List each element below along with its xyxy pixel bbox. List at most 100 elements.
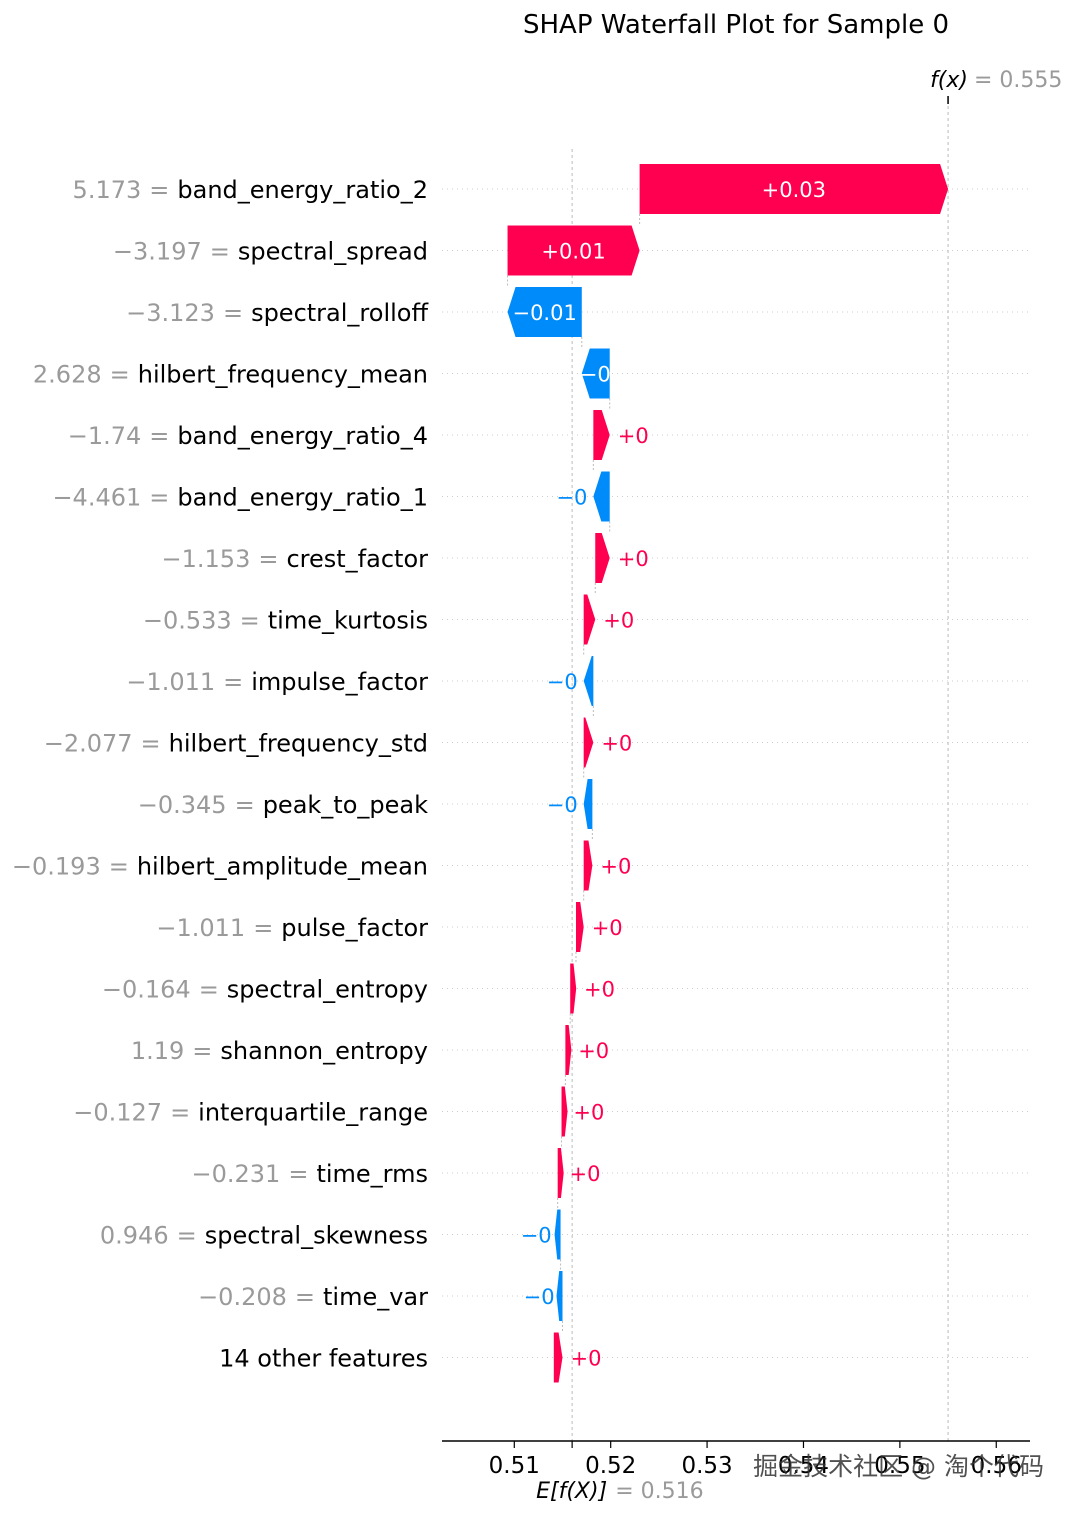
- feature-value: −1.74: [68, 422, 142, 450]
- feature-name: spectral_entropy: [227, 976, 428, 1004]
- reference-lines: f(x) = 0.555: [571, 68, 1062, 1441]
- feature-name: time_rms: [316, 1160, 428, 1188]
- feature-name: spectral_skewness: [205, 1222, 428, 1250]
- bar-label-10: −0: [547, 793, 578, 817]
- chart-title: SHAP Waterfall Plot for Sample 0: [523, 10, 949, 40]
- bar-1: [507, 225, 640, 276]
- bar-label-15: +0: [573, 1101, 604, 1125]
- feature-value: −0.208: [198, 1283, 287, 1311]
- feature-label-18: −0.208 = time_var: [198, 1283, 428, 1311]
- feature-label-1: −3.197 = spectral_spread: [113, 238, 428, 266]
- bar-12: [575, 902, 584, 952]
- feature-name: band_energy_ratio_2: [177, 176, 428, 204]
- bar-label-16: +0: [570, 1162, 601, 1186]
- feature-value: −0.127: [73, 1099, 162, 1127]
- feature-value: −2.077: [44, 730, 133, 758]
- feature-value: −0.193: [12, 853, 101, 881]
- feature-label-15: −0.127 = interquartile_range: [73, 1099, 428, 1127]
- x-tick-label: 0.56: [971, 1453, 1022, 1479]
- feature-name: interquartile_range: [198, 1099, 428, 1127]
- x-axis: 0.51 0.52 0.53 0.54 0.55 0.56 E[f(X)] = 0.516: [442, 1440, 1030, 1504]
- feature-eq: =: [141, 730, 161, 758]
- feature-label-8: −1.011 = impulse_factor: [126, 668, 428, 696]
- feature-eq: =: [288, 1160, 308, 1188]
- feature-eq: =: [223, 299, 243, 327]
- bar-label-14: +0: [578, 1039, 609, 1063]
- bar-6: [595, 533, 610, 583]
- feature-label-11: −0.193 = hilbert_amplitude_mean: [12, 853, 428, 881]
- bar-label-7: +0: [603, 609, 634, 633]
- feature-label-9: −2.077 = hilbert_frequency_std: [44, 730, 428, 758]
- feature-labels: 5.173 = band_energy_ratio_2−3.197 = spectral…: [12, 176, 429, 1373]
- watermark: 掘金技术社区 @ 淘个代码: [753, 1452, 1044, 1481]
- feature-name: time_kurtosis: [268, 607, 428, 635]
- feature-eq: =: [149, 422, 169, 450]
- feature-name: spectral_spread: [238, 238, 428, 266]
- base-value: = 0.516: [615, 1479, 703, 1504]
- bar-13: [570, 963, 577, 1014]
- feature-label-17: 0.946 = spectral_skewness: [100, 1222, 428, 1250]
- bar-11: [583, 840, 593, 891]
- bar-19: [553, 1332, 563, 1383]
- feature-label-4: −1.74 = band_energy_ratio_4: [68, 422, 428, 450]
- feature-value: −1.011: [156, 914, 245, 942]
- feature-label-16: −0.231 = time_rms: [192, 1160, 429, 1188]
- bar-label-4: +0: [618, 424, 649, 448]
- feature-eq: =: [223, 668, 243, 696]
- feature-name: impulse_factor: [251, 668, 428, 696]
- feature-eq: =: [240, 607, 260, 635]
- feature-value: −0.345: [138, 791, 227, 819]
- feature-eq: =: [199, 976, 219, 1004]
- fx-value: = 0.555: [974, 68, 1062, 93]
- grid-layer: [442, 188, 1030, 1358]
- feature-value: 0.946: [100, 1222, 169, 1250]
- bar-4: [593, 410, 610, 460]
- feature-label-12: −1.011 = pulse_factor: [156, 914, 428, 942]
- feature-eq: =: [295, 1283, 315, 1311]
- base-label: E[f(X)] = 0.516: [536, 1479, 703, 1504]
- feature-name: peak_to_peak: [263, 791, 428, 819]
- bar-0: [639, 164, 949, 214]
- bar-label-6: +0: [618, 547, 649, 571]
- feature-eq: =: [258, 545, 278, 573]
- bar-label-2: −0.01: [512, 301, 576, 325]
- bar-10: [583, 779, 593, 829]
- feature-value: −3.123: [126, 299, 215, 327]
- x-tick-label: 0.53: [681, 1453, 732, 1479]
- bar-3: [581, 348, 610, 399]
- feature-name: pulse_factor: [281, 914, 428, 942]
- feature-value: −0.231: [192, 1160, 281, 1188]
- bar-8: [583, 656, 594, 706]
- bar-label-11: +0: [600, 855, 631, 879]
- feature-label-13: −0.164 = spectral_entropy: [102, 976, 428, 1004]
- feature-value: −0.164: [102, 976, 191, 1004]
- x-tick-label: 0.54: [778, 1453, 829, 1479]
- bar-5: [593, 471, 610, 522]
- feature-value: −1.153: [162, 545, 251, 573]
- feature-name: band_energy_ratio_4: [177, 422, 428, 450]
- x-tick-label: 0.55: [874, 1453, 925, 1479]
- feature-value: 2.628: [33, 361, 102, 389]
- bar-label-0: +0.03: [762, 178, 826, 202]
- feature-eq: =: [253, 914, 273, 942]
- feature-label-3: 2.628 = hilbert_frequency_mean: [33, 361, 428, 389]
- feature-name: 14 other features: [219, 1345, 428, 1373]
- bar-label-13: +0: [584, 978, 615, 1002]
- feature-name: band_energy_ratio_1: [177, 484, 428, 512]
- bar-label-12: +0: [592, 916, 623, 940]
- bar-16: [557, 1148, 564, 1198]
- bar-label-19: +0: [570, 1347, 601, 1371]
- bar-2: [507, 287, 582, 337]
- bar-15: [561, 1086, 568, 1137]
- bar-label-5: −0: [556, 486, 587, 510]
- feature-name: hilbert_amplitude_mean: [137, 853, 428, 881]
- feature-label-2: −3.123 = spectral_rolloff: [126, 299, 428, 327]
- feature-name: shannon_entropy: [220, 1037, 428, 1065]
- bar-label-18: −0: [524, 1285, 555, 1309]
- feature-value: 1.19: [131, 1037, 184, 1065]
- feature-label-5: −4.461 = band_energy_ratio_1: [52, 484, 428, 512]
- feature-eq: =: [170, 1099, 190, 1127]
- feature-label-7: −0.533 = time_kurtosis: [143, 607, 428, 635]
- feature-value: −4.461: [52, 484, 141, 512]
